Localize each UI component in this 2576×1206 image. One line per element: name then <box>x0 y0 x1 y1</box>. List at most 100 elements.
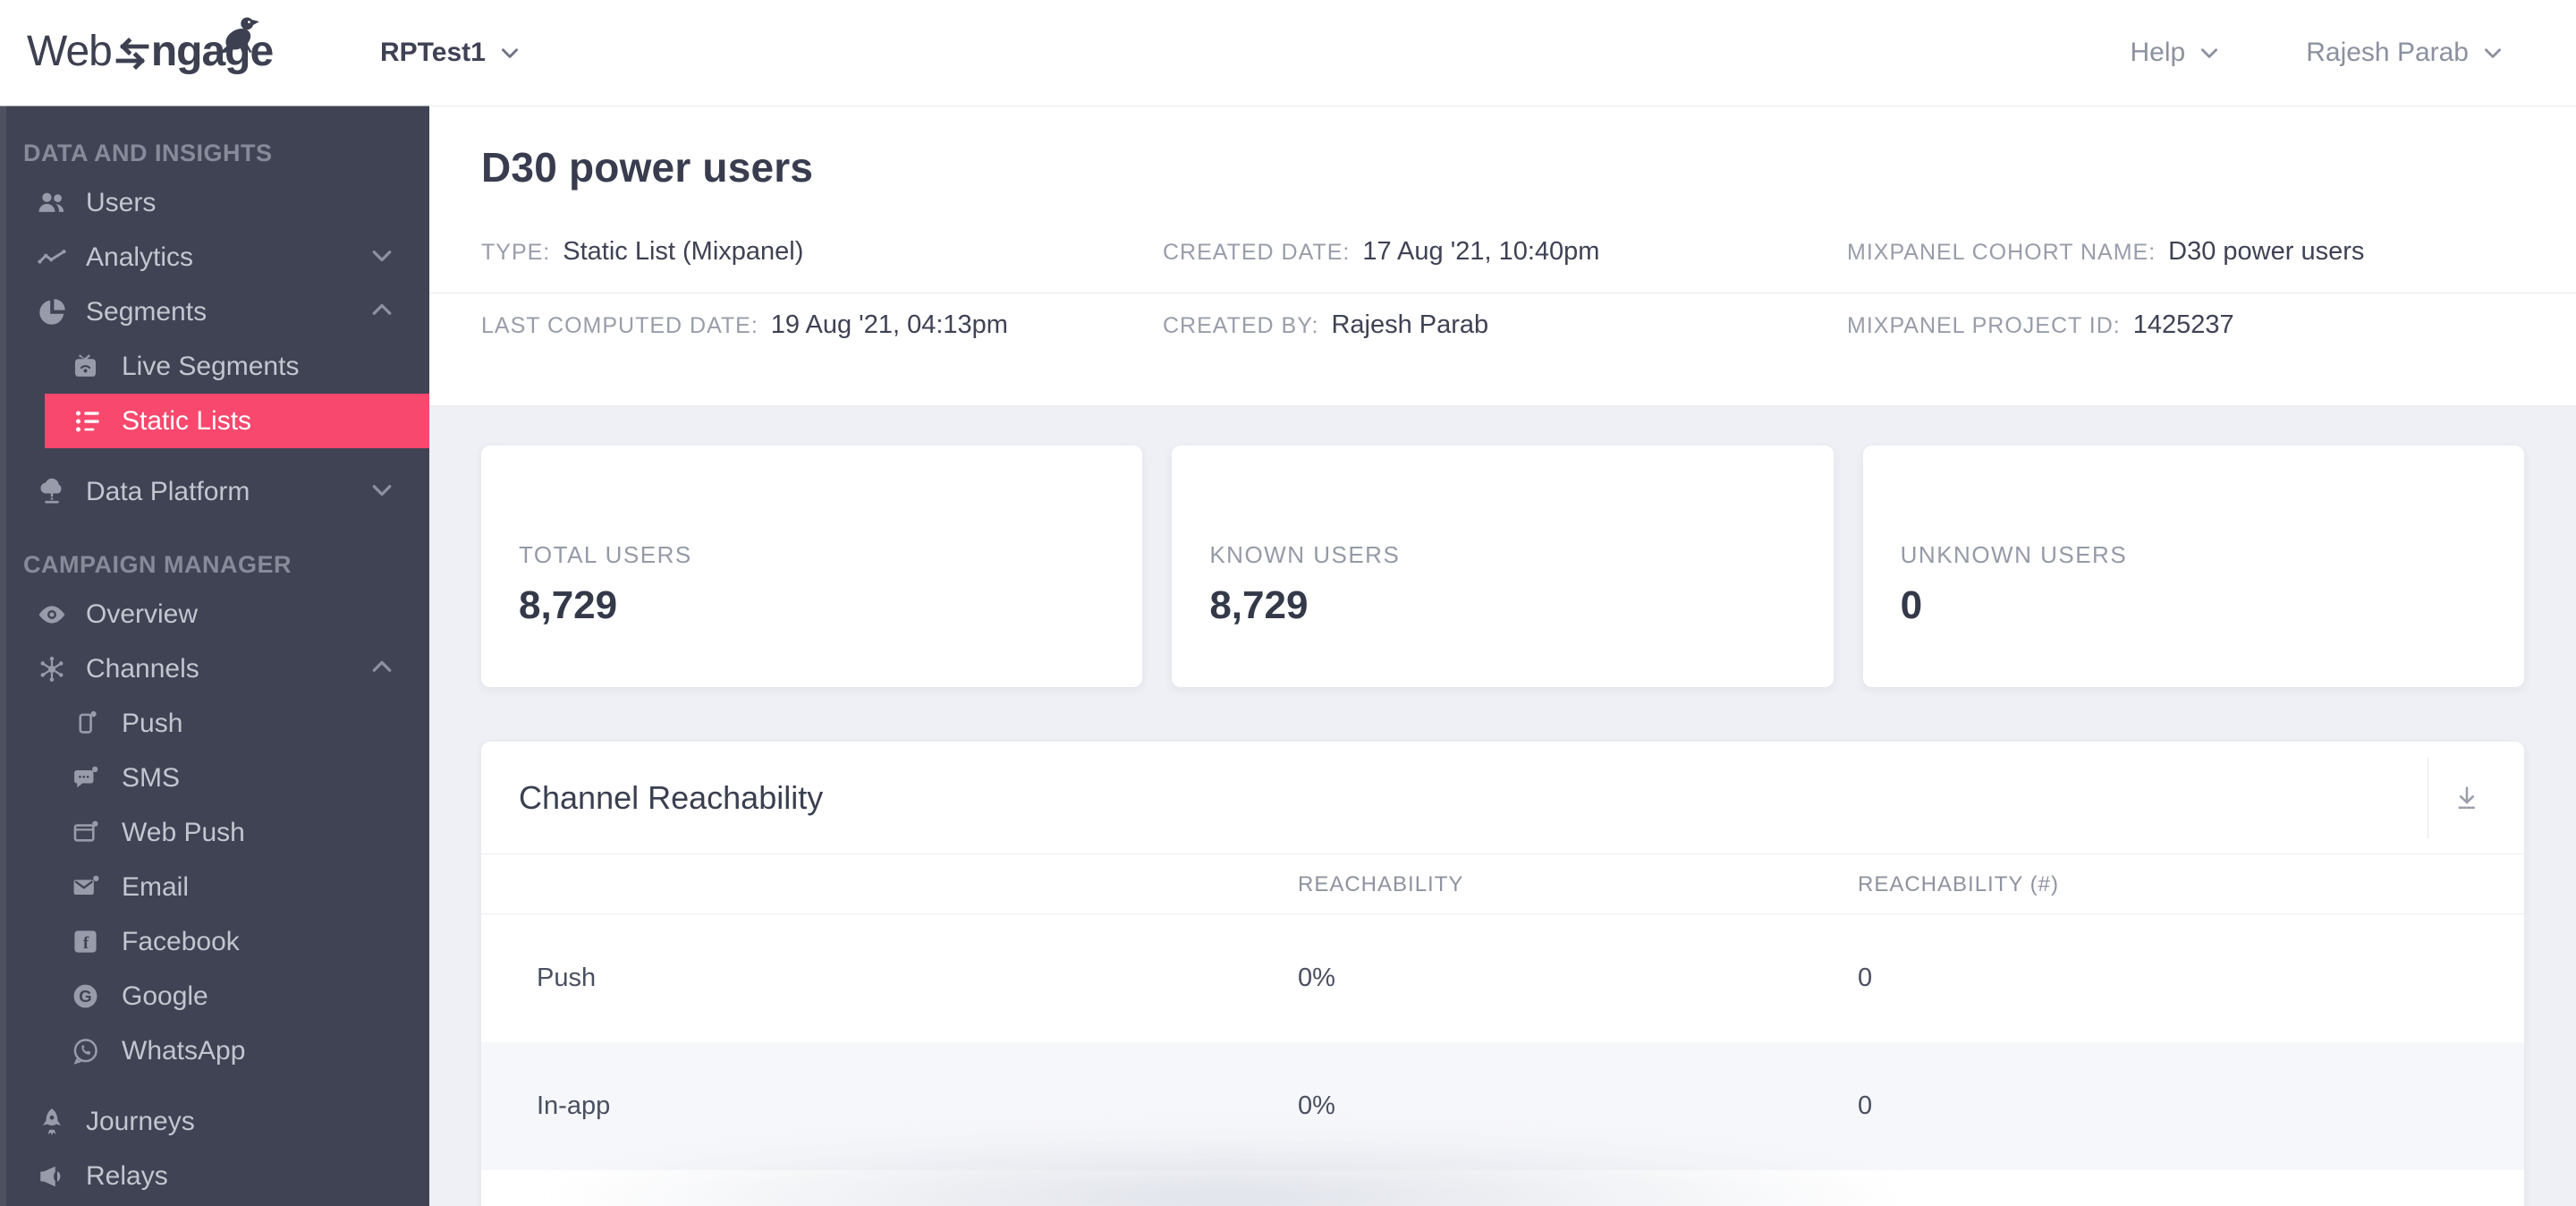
meta-last-computed: LAST COMPUTED DATE: 19 Aug '21, 04:13pm <box>481 310 1163 340</box>
sidebar-item-web-push[interactable]: Web Push <box>0 805 429 860</box>
meta-row-1: TYPE: Static List (Mixpanel) CREATED DAT… <box>481 237 2576 267</box>
logo-ngage-text: ngage <box>150 28 274 75</box>
sidebar-item-live-segments[interactable]: Live Segments <box>0 339 429 394</box>
sidebar-item-overview[interactable]: Overview <box>0 587 429 641</box>
meta-label: CREATED BY: <box>1163 313 1319 338</box>
download-icon <box>2458 786 2475 810</box>
sidebar-item-label: Analytics <box>86 242 194 272</box>
sidebar-item-sms[interactable]: SMS <box>0 751 429 805</box>
meta-label: CREATED DATE: <box>1163 240 1351 265</box>
meta-value: D30 power users <box>2168 237 2365 266</box>
section-campaign-manager: CAMPAIGN MANAGER <box>23 550 292 578</box>
sidebar-item-label: Static Lists <box>122 405 252 436</box>
sidebar-item-data-platform[interactable]: Data Platform <box>0 464 429 519</box>
known-users-card: KNOWN USERS 8,729 <box>1172 446 1834 687</box>
sidebar-item-static-lists[interactable]: Static Lists <box>45 394 429 448</box>
web-push-icon <box>68 815 102 851</box>
table-row-in-app: In-app 0% 0 <box>481 1042 2524 1170</box>
main-content: D30 power users TYPE: Static List (Mixpa… <box>429 106 2576 1206</box>
chevron-down-icon <box>369 476 395 507</box>
reachability-count: 0 <box>1858 964 1873 992</box>
topbar-right: Help Rajesh Parab <box>2131 0 2504 106</box>
sidebar-item-label: Data Platform <box>86 476 250 506</box>
webengage-logo[interactable]: Web ngage <box>27 17 274 76</box>
meta-value: 1425237 <box>2132 310 2234 339</box>
table-row-push: Push 0% 0 <box>481 914 2524 1042</box>
column-header-reachability-count: REACHABILITY (#) <box>1858 871 2059 896</box>
meta-value: Rajesh Parab <box>1331 310 1489 339</box>
chevron-down-icon <box>369 242 395 273</box>
chevron-up-icon <box>369 296 395 327</box>
bird-icon <box>218 17 259 56</box>
sidebar-item-label: Facebook <box>122 926 240 956</box>
users-icon <box>32 185 72 221</box>
meta-value: 19 Aug '21, 04:13pm <box>770 310 1008 339</box>
sidebar-item-segments[interactable]: Segments <box>0 285 429 339</box>
megaphone-icon <box>32 1159 72 1194</box>
page-title: D30 power users <box>481 144 814 191</box>
sidebar-item-label: Relays <box>86 1160 168 1191</box>
meta-created-date: CREATED DATE: 17 Aug '21, 10:40pm <box>1163 237 1847 267</box>
sidebar-item-label: Users <box>86 187 157 217</box>
sidebar-item-label: Google <box>122 981 208 1011</box>
sidebar-item-email[interactable]: Email <box>0 860 429 914</box>
facebook-icon: f <box>68 924 102 960</box>
project-switcher[interactable]: RPTest1 <box>380 0 521 106</box>
meta-project-id: MIXPANEL PROJECT ID: 1425237 <box>1847 310 2234 340</box>
chevron-up-icon <box>369 653 395 684</box>
sidebar-item-label: Web Push <box>122 817 245 847</box>
help-menu[interactable]: Help <box>2131 38 2222 68</box>
sms-bubble-icon <box>68 760 102 796</box>
section-title: Channel Reachability <box>519 779 824 816</box>
sidebar-item-label: Email <box>122 871 190 902</box>
eye-icon <box>32 597 72 633</box>
whatsapp-icon <box>68 1033 102 1069</box>
sidebar-item-label: SMS <box>122 762 181 793</box>
analytics-icon <box>32 240 72 276</box>
meta-created-by: CREATED BY: Rajesh Parab <box>1163 310 1847 340</box>
user-name: Rajesh Parab <box>2306 38 2469 67</box>
channel-name: In-app <box>537 1091 611 1120</box>
unknown-users-card: UNKNOWN USERS 0 <box>1862 446 2524 687</box>
stat-value: 8,729 <box>519 583 618 627</box>
logo-web-text: Web <box>27 28 113 75</box>
stat-label: UNKNOWN USERS <box>1900 541 2128 568</box>
sidebar-item-label: Segments <box>86 296 208 327</box>
stat-label: KNOWN USERS <box>1209 541 1401 568</box>
channel-reachability-header: Channel Reachability <box>481 742 2524 854</box>
meta-value: 17 Aug '21, 10:40pm <box>1362 237 1600 266</box>
column-header-reachability: REACHABILITY <box>1298 871 1464 896</box>
sidebar-item-label: WhatsApp <box>122 1035 246 1066</box>
chevron-down-icon <box>2201 48 2218 58</box>
stat-value: 8,729 <box>1209 583 1309 627</box>
sidebar-item-google[interactable]: G Google <box>0 969 429 1023</box>
user-menu[interactable]: Rajesh Parab <box>2306 38 2504 68</box>
segments-icon <box>32 294 72 330</box>
channel-reachability-card: Channel Reachability REACHABILITY REACHA… <box>481 742 2524 1206</box>
reachability-table-header: REACHABILITY REACHABILITY (#) <box>481 854 2524 914</box>
sidebar-item-relays[interactable]: Relays <box>0 1149 429 1203</box>
sidebar-item-label: Overview <box>86 599 199 629</box>
sidebar-item-channels[interactable]: Channels <box>0 641 429 696</box>
reachability-pct: 0% <box>1298 964 1335 992</box>
sidebar-item-facebook[interactable]: f Facebook <box>0 914 429 969</box>
section-data-and-insights: DATA AND INSIGHTS <box>23 139 273 166</box>
stat-label: TOTAL USERS <box>519 541 692 568</box>
stat-value: 0 <box>1900 583 1923 627</box>
sidebar-scrollbar[interactable] <box>0 106 6 1206</box>
reachability-count: 0 <box>1858 1091 1873 1120</box>
rocket-icon <box>32 1104 72 1140</box>
total-users-card: TOTAL USERS 8,729 <box>481 446 1143 687</box>
sidebar-item-journeys[interactable]: Journeys <box>0 1094 429 1149</box>
sidebar-item-label: Channels <box>86 653 199 684</box>
sidebar-item-whatsapp[interactable]: WhatsApp <box>0 1023 429 1078</box>
sidebar-item-push[interactable]: Push <box>0 696 429 751</box>
sidebar-item-label: Journeys <box>86 1106 195 1136</box>
download-button[interactable] <box>2428 758 2504 838</box>
help-label: Help <box>2130 38 2186 67</box>
sidebar-item-users[interactable]: Users <box>0 175 429 230</box>
meta-label: TYPE: <box>481 240 551 265</box>
sidebar-item-analytics[interactable]: Analytics <box>0 230 429 285</box>
svg-text:G: G <box>79 987 91 1006</box>
